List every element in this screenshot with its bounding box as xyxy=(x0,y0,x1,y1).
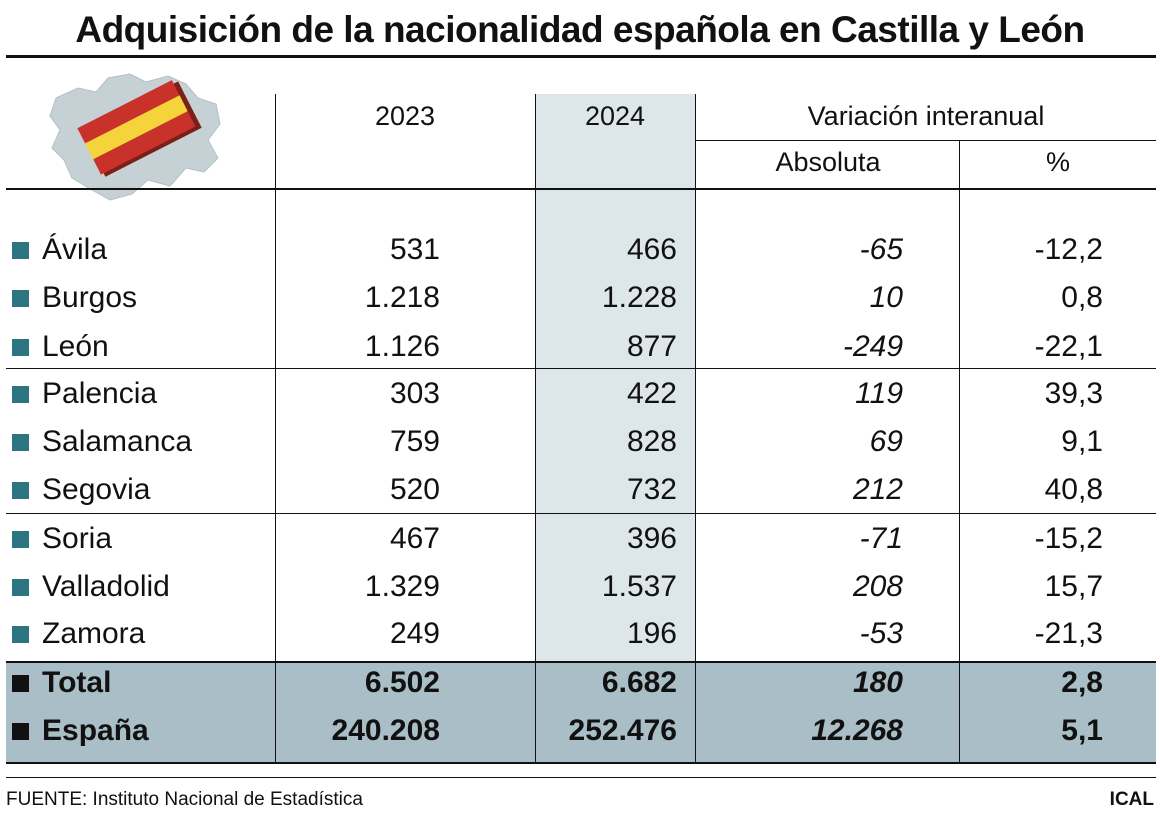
row-label: Salamanca xyxy=(42,425,193,458)
value-2024: 732 xyxy=(626,473,677,506)
value-percent: 0,8 xyxy=(1061,281,1103,314)
row-label: Segovia xyxy=(42,473,151,506)
row-bullet-icon xyxy=(12,290,29,307)
value-2023: 1.126 xyxy=(364,330,440,363)
source-note: FUENTE: Instituto Nacional de Estadístic… xyxy=(6,789,363,810)
value-2024: 252.476 xyxy=(568,714,677,747)
value-absolute: 69 xyxy=(869,425,903,458)
row-label: Burgos xyxy=(42,281,138,314)
value-2023: 759 xyxy=(389,425,440,458)
value-2023: 1.218 xyxy=(364,281,440,314)
row-label: Zamora xyxy=(42,617,146,650)
group-separator-2 xyxy=(6,513,1156,514)
value-absolute: 10 xyxy=(869,281,903,314)
value-percent: -22,1 xyxy=(1034,330,1103,363)
value-2023: 240.208 xyxy=(331,714,440,747)
value-2023: 249 xyxy=(389,617,440,650)
row-bullet-icon xyxy=(12,675,29,692)
agency-credit: ICAL xyxy=(1109,789,1154,810)
value-percent: -12,2 xyxy=(1034,233,1103,266)
row-bullet-icon xyxy=(12,482,29,499)
value-2024: 6.682 xyxy=(601,666,677,699)
value-absolute: -249 xyxy=(842,330,903,363)
value-percent: 9,1 xyxy=(1061,425,1103,458)
value-absolute: 208 xyxy=(852,570,903,603)
footer-rule xyxy=(6,777,1156,778)
header-absolute: Absoluta xyxy=(775,147,881,177)
value-percent: 15,7 xyxy=(1044,570,1103,603)
row-label: Ávila xyxy=(42,233,108,266)
row-label: Valladolid xyxy=(42,570,170,603)
row-bullet-icon xyxy=(12,579,29,596)
header-divider-4 xyxy=(959,140,960,190)
chart-title: Adquisición de la nacionalidad española … xyxy=(75,9,1085,50)
value-absolute: -65 xyxy=(859,233,903,266)
totals-top-rule xyxy=(6,661,1156,663)
value-percent: 40,8 xyxy=(1044,473,1103,506)
row-label: España xyxy=(42,714,149,747)
row-label: Palencia xyxy=(42,377,158,410)
row-bullet-icon xyxy=(12,386,29,403)
table-bottom-rule xyxy=(6,762,1156,764)
value-2023: 467 xyxy=(389,522,440,555)
value-absolute: 212 xyxy=(852,473,903,506)
value-2024: 1.228 xyxy=(601,281,677,314)
row-label: Soria xyxy=(42,522,113,555)
row-label: Total xyxy=(42,666,112,699)
row-bullet-icon xyxy=(12,626,29,643)
value-2023: 531 xyxy=(389,233,440,266)
value-percent: -21,3 xyxy=(1034,617,1103,650)
header-divider-1 xyxy=(275,94,276,190)
row-bullet-icon xyxy=(12,434,29,451)
value-2024: 196 xyxy=(626,617,677,650)
value-2024: 396 xyxy=(626,522,677,555)
value-absolute: 119 xyxy=(855,377,903,410)
group-separator-1 xyxy=(6,368,1156,369)
value-2023: 303 xyxy=(389,377,440,410)
value-2024: 422 xyxy=(626,377,677,410)
value-percent: -15,2 xyxy=(1034,522,1103,555)
header-percent: % xyxy=(1045,147,1070,177)
value-percent: 39,3 xyxy=(1044,377,1103,410)
value-2023: 1.329 xyxy=(364,570,440,603)
value-2024: 1.537 xyxy=(601,570,677,603)
body-divider-2 xyxy=(535,190,536,762)
header-2024: 2024 xyxy=(584,101,646,131)
row-bullet-icon xyxy=(12,531,29,548)
title-rule xyxy=(6,55,1156,58)
castilla-leon-flag-icon xyxy=(49,73,221,201)
row-bullet-icon xyxy=(12,242,29,259)
value-2023: 520 xyxy=(389,473,440,506)
body-divider-4 xyxy=(959,190,960,762)
body-divider-1 xyxy=(275,190,276,762)
body-divider-3 xyxy=(695,190,696,762)
header-bottom-rule xyxy=(6,188,1156,190)
header-variation: Variación interanual xyxy=(807,101,1045,131)
value-percent: 2,8 xyxy=(1061,666,1103,699)
value-2024: 466 xyxy=(626,233,677,266)
value-2023: 6.502 xyxy=(364,666,440,699)
value-percent: 5,1 xyxy=(1061,714,1103,747)
header-divider-2 xyxy=(535,94,536,190)
spain-flag xyxy=(77,80,202,177)
value-absolute: 12.268 xyxy=(811,714,903,747)
value-absolute: -71 xyxy=(859,522,903,555)
totals-band xyxy=(6,662,1156,762)
row-bullet-icon xyxy=(12,723,29,740)
row-bullet-icon xyxy=(12,339,29,356)
value-2024: 828 xyxy=(626,425,677,458)
header-2023: 2023 xyxy=(374,101,436,131)
value-absolute: 180 xyxy=(852,666,903,699)
variation-rule xyxy=(696,140,1156,141)
header-divider-3 xyxy=(695,94,696,190)
value-2024: 877 xyxy=(626,330,677,363)
value-absolute: -53 xyxy=(859,617,903,650)
row-label: León xyxy=(42,330,109,363)
